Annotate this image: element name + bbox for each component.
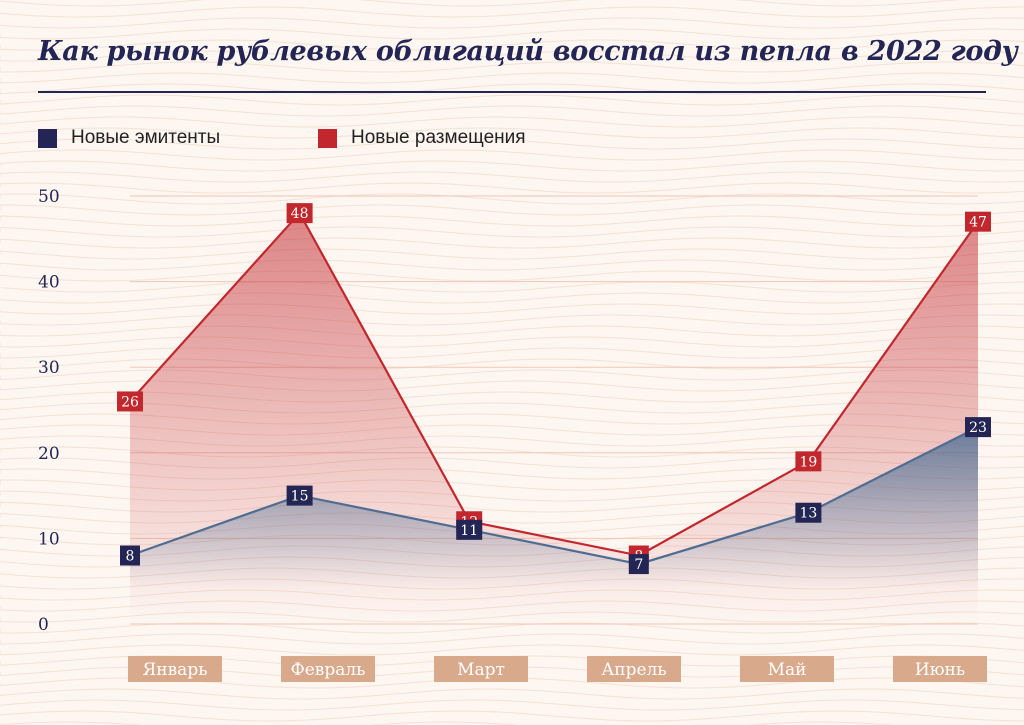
y-tick-label: 50 <box>38 187 60 207</box>
new-issuers-value-label: 15 <box>291 489 309 505</box>
new-issuers-marker <box>628 554 649 575</box>
y-tick-label: 30 <box>38 358 60 378</box>
new-issuers-marker <box>795 502 822 523</box>
category-box <box>434 656 528 682</box>
category-box <box>128 656 222 682</box>
legend-item-new-placements: Новые размещения <box>318 127 526 149</box>
new-placements-value-label: 48 <box>291 206 309 222</box>
title-divider <box>38 91 986 93</box>
new-placements-marker <box>117 391 143 412</box>
area-new-issuers <box>130 427 978 589</box>
category-box <box>893 656 987 682</box>
category-box <box>740 656 834 682</box>
new-issuers-value-label: 8 <box>126 549 135 565</box>
x-category-label: Июнь <box>915 660 965 680</box>
y-tick-label: 20 <box>38 444 60 464</box>
legend-label: Новые размещения <box>351 127 526 148</box>
legend-swatch-red <box>318 128 337 148</box>
y-tick-label: 40 <box>38 273 60 293</box>
new-issuers-value-label: 7 <box>634 557 643 573</box>
new-placements-value-label: 19 <box>799 454 817 470</box>
new-issuers-marker <box>456 519 483 540</box>
new-issuers-marker <box>965 417 991 438</box>
chart-title: Как рынок рублевых облигаций восстал из … <box>38 36 1018 67</box>
new-issuers-value-label: 11 <box>460 523 478 539</box>
new-placements-marker <box>795 451 822 472</box>
y-tick-label: 10 <box>38 529 60 549</box>
new-issuers-marker <box>286 485 313 506</box>
legend-item-new-issuers: Новые эмитенты <box>38 127 220 149</box>
category-box <box>587 656 681 682</box>
legend-label: Новые эмитенты <box>71 127 221 148</box>
x-category-label: Март <box>457 660 505 680</box>
new-placements-marker <box>286 203 313 224</box>
x-category-label: Февраль <box>291 660 366 680</box>
line-new-placements <box>129 211 979 557</box>
x-category-label: Апрель <box>601 660 666 680</box>
new-issuers-value-label: 13 <box>799 506 817 522</box>
line-new-issuers <box>129 426 979 566</box>
new-placements-marker <box>965 211 991 232</box>
x-category-label: Май <box>768 660 807 680</box>
new-issuers-marker <box>120 545 140 566</box>
y-tick-label: 0 <box>38 615 49 635</box>
new-placements-value-label: 26 <box>121 394 139 410</box>
new-issuers-value-label: 23 <box>969 420 987 436</box>
x-category-label: Январь <box>143 660 208 680</box>
legend-swatch-navy <box>38 128 57 148</box>
category-box <box>281 656 375 682</box>
new-placements-value-label: 47 <box>969 215 987 231</box>
